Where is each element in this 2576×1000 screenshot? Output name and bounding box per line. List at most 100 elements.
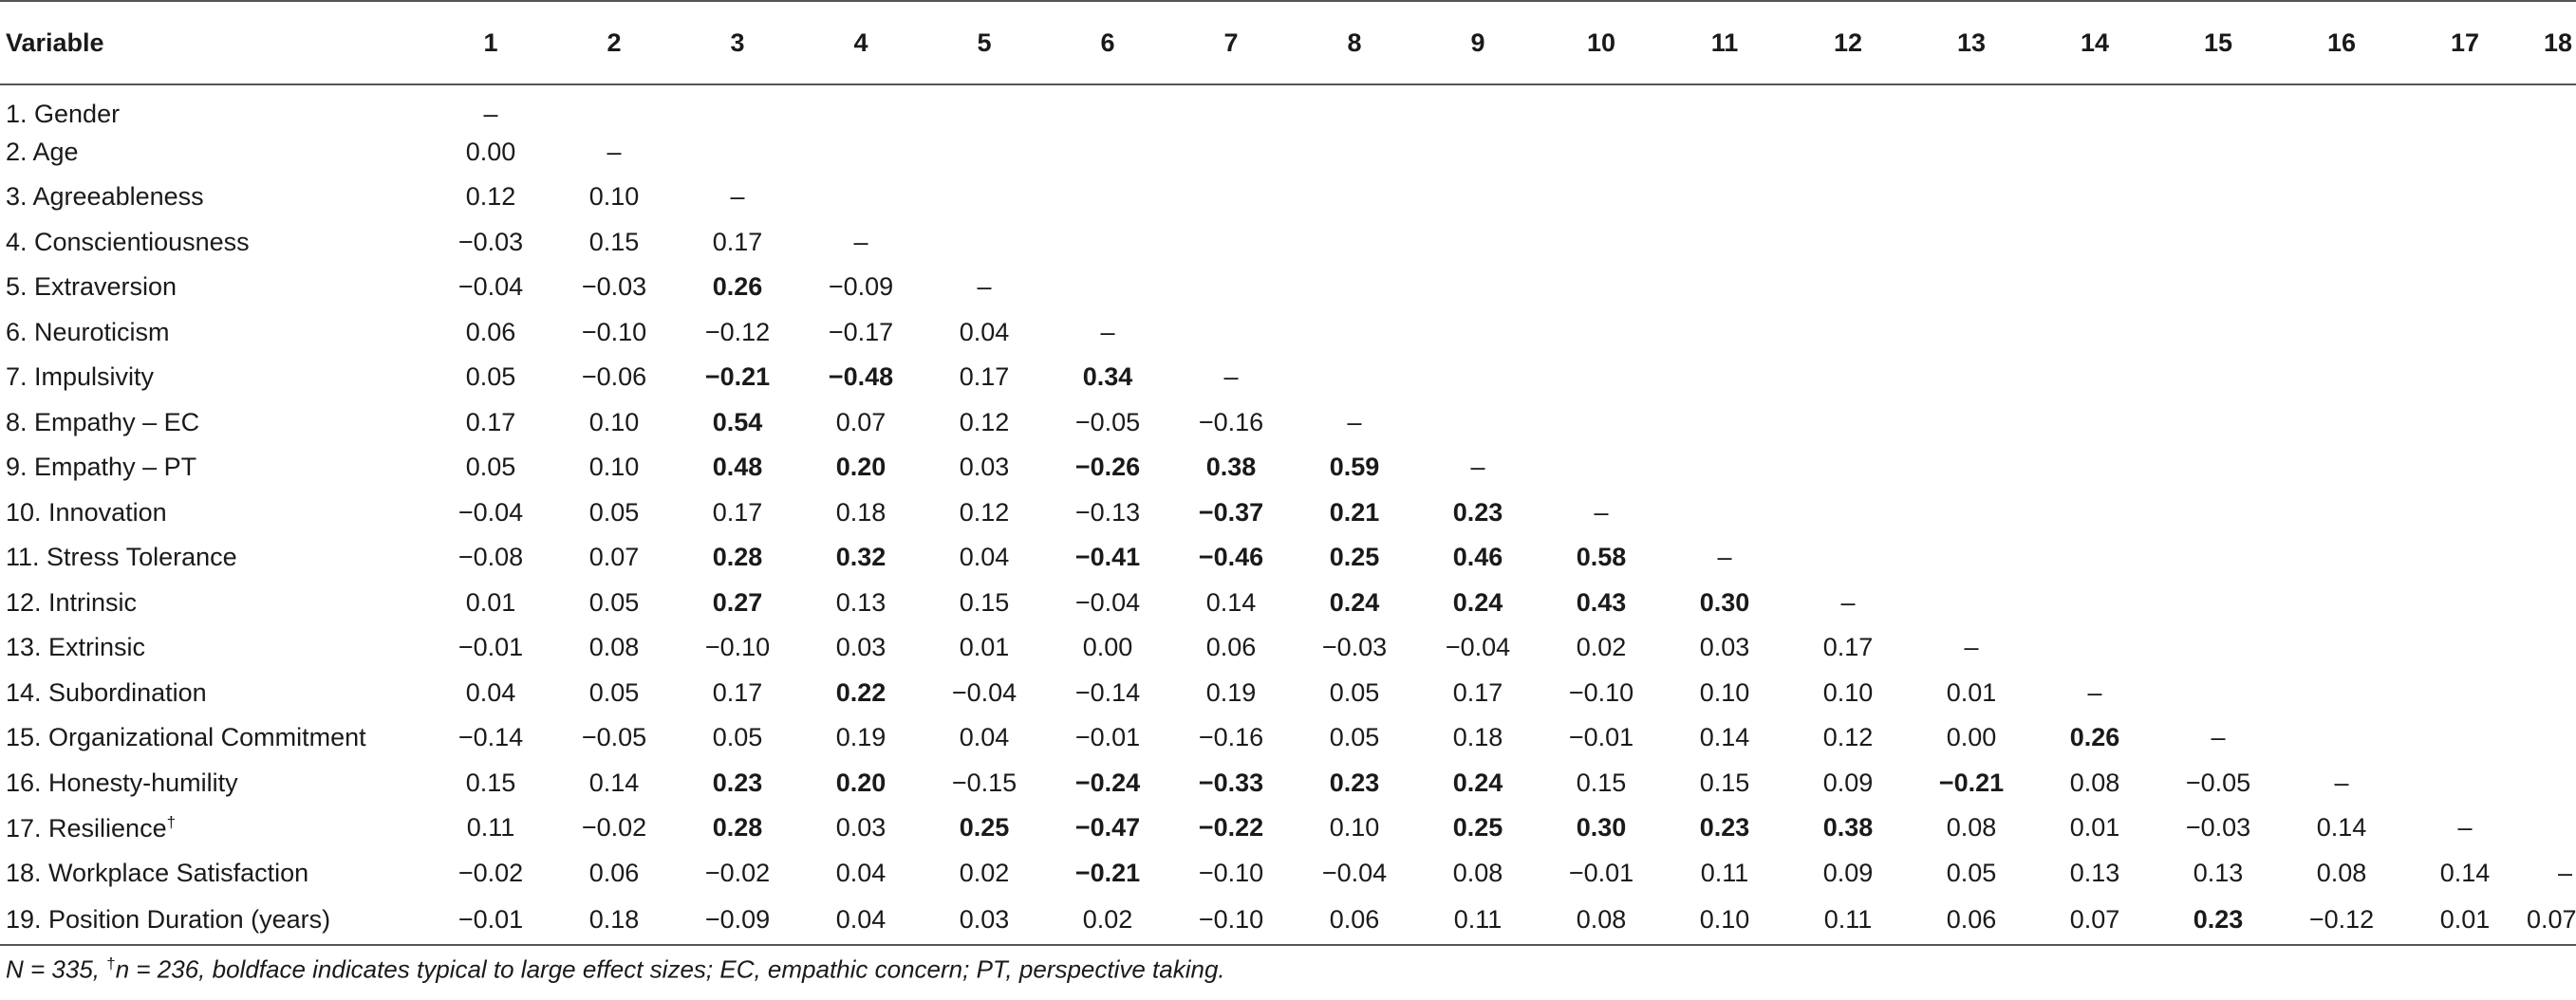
empty-cell [1540, 310, 1663, 356]
correlation-cell: −0.46 [1198, 543, 1264, 572]
correlation-cell: 0.30 [1699, 587, 1750, 617]
correlation-cell: 0.17 [1452, 677, 1503, 707]
empty-cell [1540, 400, 1663, 446]
empty-cell [2280, 175, 2403, 220]
empty-cell [2033, 445, 2156, 491]
column-header-16: 16 [2280, 0, 2403, 85]
correlation-cell: −0.10 [1568, 677, 1634, 707]
correlation-cell: 0.03 [835, 813, 887, 843]
table-row: 6. Neuroticism 0.06 −0.10 −0.12 −0.17 0.04 – [0, 310, 2576, 356]
correlation-cell: 0.24 [1329, 587, 1380, 617]
correlation-cell: 0.08 [1540, 896, 1663, 946]
table-row: 10. Innovation −0.04 0.05 0.17 0.18 0.12 −0.13… [0, 491, 2576, 536]
correlation-cell: – [853, 227, 868, 256]
correlation-cell: 0.02 [1046, 896, 1169, 946]
empty-cell [2403, 84, 2527, 130]
empty-cell [1910, 220, 2033, 266]
empty-cell [2403, 535, 2527, 581]
correlation-cell: 0.08 [1452, 858, 1503, 887]
correlation-cell: – [2334, 768, 2349, 797]
empty-cell [2280, 715, 2403, 761]
empty-cell [2527, 355, 2576, 400]
footnote-dagger: † [106, 954, 116, 972]
correlation-cell: 0.18 [835, 497, 887, 527]
correlation-cell: 0.23 [1329, 768, 1380, 797]
correlation-cell: 0.04 [959, 543, 1010, 572]
column-header-15: 15 [2156, 0, 2280, 85]
table-row: 18. Workplace Satisfaction −0.02 0.06 −0.02… [0, 851, 2576, 897]
row-label-text: 5. Extraversion [6, 272, 177, 302]
correlation-cell: 0.10 [1329, 813, 1380, 843]
empty-cell [1786, 310, 1910, 356]
empty-cell [1540, 265, 1663, 310]
empty-cell [1786, 175, 1910, 220]
empty-cell [1910, 175, 2033, 220]
correlation-cell: 0.24 [1452, 768, 1503, 797]
empty-cell [2403, 265, 2527, 310]
correlation-cell: 0.19 [1205, 677, 1257, 707]
empty-cell [2403, 715, 2527, 761]
empty-cell [2403, 625, 2527, 671]
correlation-cell: 0.07 [588, 543, 640, 572]
empty-cell [1663, 491, 1786, 536]
correlation-cell: 0.13 [2069, 858, 2120, 887]
correlation-cell: 0.10 [1663, 896, 1786, 946]
correlation-cell: −0.01 [457, 633, 524, 662]
row-label-text: 17. Resilience [6, 813, 167, 843]
correlation-cell: 0.19 [835, 723, 887, 752]
table-row: 14. Subordination 0.04 0.05 0.17 0.22 −0.04 −0… [0, 671, 2576, 716]
correlation-cell: 0.09 [1822, 768, 1874, 797]
correlation-cell: – [977, 272, 992, 302]
correlation-cell: 0.26 [2069, 723, 2120, 752]
correlation-cell: 0.03 [1699, 633, 1750, 662]
correlation-cell: 0.00 [465, 137, 516, 166]
correlation-cell: −0.10 [581, 317, 647, 346]
empty-cell [2403, 445, 2527, 491]
correlation-cell: −0.10 [1169, 896, 1293, 946]
correlation-cell: 0.03 [835, 633, 887, 662]
correlation-cell: −0.47 [1074, 813, 1141, 843]
empty-cell [1786, 445, 1910, 491]
empty-cell [2403, 491, 2527, 536]
correlation-cell: 0.17 [712, 227, 763, 256]
correlation-cell: −0.13 [1074, 497, 1141, 527]
correlation-cell: 0.07 [2033, 896, 2156, 946]
empty-cell [1416, 175, 1540, 220]
empty-cell [2403, 400, 2527, 446]
correlation-cell: 0.38 [1822, 813, 1874, 843]
row-label-text: 2. Age [6, 137, 79, 166]
correlation-cell: 0.17 [465, 407, 516, 436]
empty-cell [2280, 130, 2403, 176]
empty-cell [2403, 175, 2527, 220]
empty-cell [1910, 445, 2033, 491]
correlation-cell: 0.00 [1946, 723, 1997, 752]
empty-cell [2156, 625, 2280, 671]
correlation-cell: 0.14 [2439, 858, 2491, 887]
empty-cell [552, 84, 676, 130]
correlation-cell: – [1347, 407, 1362, 436]
row-label: 13. Extrinsic [0, 625, 429, 671]
row-label: 7. Impulsivity [0, 355, 429, 400]
row-label-text: 14. Subordination [6, 677, 207, 707]
empty-cell [1910, 310, 2033, 356]
column-header-8: 8 [1293, 0, 1416, 85]
empty-cell [676, 130, 799, 176]
correlation-cell: – [1223, 362, 1239, 392]
empty-cell [2280, 265, 2403, 310]
empty-cell [2527, 445, 2576, 491]
column-header-12: 12 [1786, 0, 1910, 85]
empty-cell [1786, 130, 1910, 176]
correlation-cell: 0.06 [588, 858, 640, 887]
table-row: 7. Impulsivity 0.05 −0.06 −0.21 −0.48 0.17 0.3… [0, 355, 2576, 400]
correlation-cell: 0.08 [588, 633, 640, 662]
empty-cell [1416, 265, 1540, 310]
empty-cell [2527, 671, 2576, 716]
correlation-cell: 0.25 [1329, 543, 1380, 572]
table-footnote: N = 335, †n = 236, boldface indicates ty… [6, 954, 1225, 985]
correlation-cell: 0.04 [959, 317, 1010, 346]
correlation-cell: 0.05 [588, 587, 640, 617]
empty-cell [2033, 220, 2156, 266]
empty-cell [1786, 535, 1910, 581]
correlation-cell: 0.05 [465, 453, 516, 482]
column-header-17: 17 [2403, 0, 2527, 85]
